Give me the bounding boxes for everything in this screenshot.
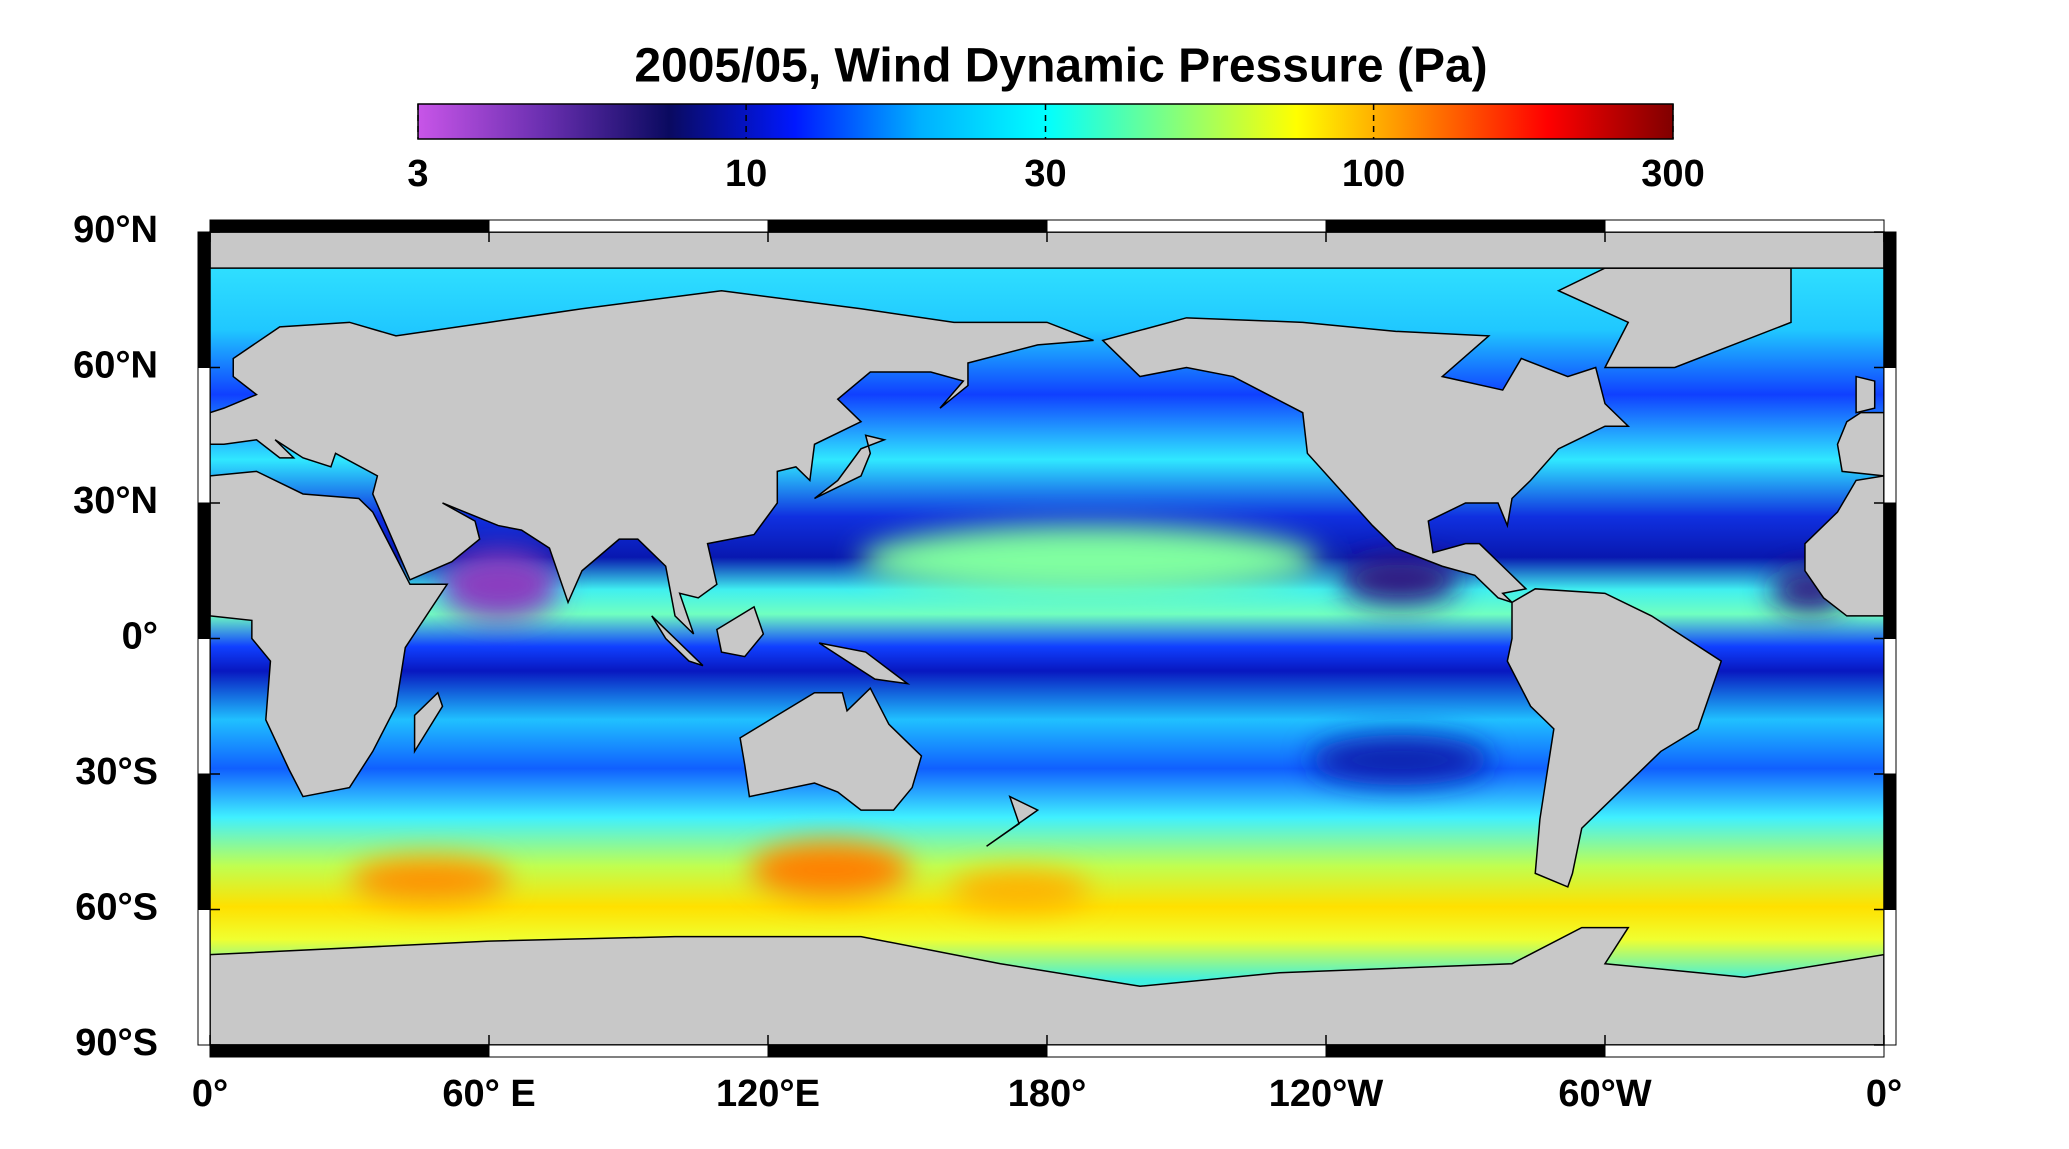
map-frame	[197, 219, 1897, 1058]
frame-segment	[197, 367, 211, 504]
land-mass	[1506, 588, 1723, 888]
x-tick-label: 120°E	[716, 1073, 820, 1115]
colorbar-tick-label: 100	[1342, 153, 1405, 195]
x-tick-label: 0°	[192, 1073, 228, 1115]
land-mass	[210, 470, 449, 798]
land	[210, 232, 1884, 1045]
frame-segment	[767, 1044, 1048, 1058]
land-mass	[210, 289, 1094, 635]
frame-segment	[1883, 502, 1897, 639]
land-mass	[716, 605, 765, 658]
land-mass	[814, 434, 887, 500]
land-mass	[1836, 411, 1884, 477]
frame-segment	[488, 219, 769, 233]
y-tick-label: 0°	[122, 616, 158, 658]
x-tick-label: 180°	[1008, 1073, 1087, 1115]
frame-segment	[1883, 638, 1897, 775]
field-blob	[860, 525, 1320, 595]
land-mass	[818, 642, 911, 685]
field-blob	[950, 870, 1090, 910]
land-mass	[986, 795, 1040, 847]
frame-segment	[1883, 367, 1897, 504]
colorbar: 3 10 30 100 300	[407, 103, 1705, 195]
field-blob	[1310, 735, 1490, 785]
land-mass	[1804, 475, 1884, 617]
colorbar-tick-label: 3	[407, 153, 428, 195]
frame-segment	[197, 231, 211, 368]
land-mass	[210, 232, 1884, 269]
x-tick-label: 60° E	[442, 1073, 535, 1115]
y-tick-label: 90°S	[75, 1022, 158, 1064]
field-blob	[350, 858, 510, 902]
frame-segment	[488, 1044, 769, 1058]
frame-segment	[209, 219, 490, 233]
y-tick-label: 60°S	[75, 887, 158, 929]
frame-segment	[1604, 1044, 1885, 1058]
land-mass	[210, 926, 1884, 1045]
colorbar-tick-label: 30	[1024, 153, 1066, 195]
frame-segment	[1325, 219, 1606, 233]
frame-segment	[209, 1044, 490, 1058]
y-tick-label: 60°N	[73, 345, 158, 387]
map-field	[210, 232, 1884, 1045]
frame-segment	[1883, 773, 1897, 910]
land-mass	[1855, 375, 1876, 414]
y-tick-label: 30°S	[75, 751, 158, 793]
land-mass	[1101, 317, 1631, 604]
x-tick-label: 120°W	[1269, 1073, 1384, 1115]
land-mass	[413, 691, 444, 755]
title: 2005/05, Wind Dynamic Pressure (Pa)	[634, 40, 1487, 93]
frame-segment	[197, 638, 211, 775]
frame-segment	[1046, 219, 1327, 233]
y-tick-label: 90°N	[73, 209, 158, 251]
colorbar-tick-label: 10	[725, 153, 767, 195]
land-mass	[739, 686, 923, 811]
field-blob	[1340, 555, 1460, 605]
land-mass	[651, 615, 704, 667]
frame-segment	[197, 502, 211, 639]
frame-segment	[767, 219, 1048, 233]
colorbar-tick-label: 300	[1641, 153, 1704, 195]
y-tick-label: 30°N	[73, 480, 158, 522]
field-blob	[440, 550, 560, 620]
frame-segment	[1883, 909, 1897, 1046]
frame-segment	[1604, 219, 1885, 233]
frame-segment	[197, 773, 211, 910]
frame-segment	[197, 909, 211, 1046]
x-tick-label: 0°	[1866, 1073, 1902, 1115]
frame-segment	[1046, 1044, 1327, 1058]
field-blob	[750, 842, 910, 898]
frame-segment	[1883, 231, 1897, 368]
frame-segment	[1325, 1044, 1606, 1058]
axes: 90°N 60°N 30°N 0° 30°S 60°S 90°S 0° 60° E 120°E 18…	[73, 209, 1902, 1115]
x-tick-label: 60°W	[1558, 1073, 1651, 1115]
